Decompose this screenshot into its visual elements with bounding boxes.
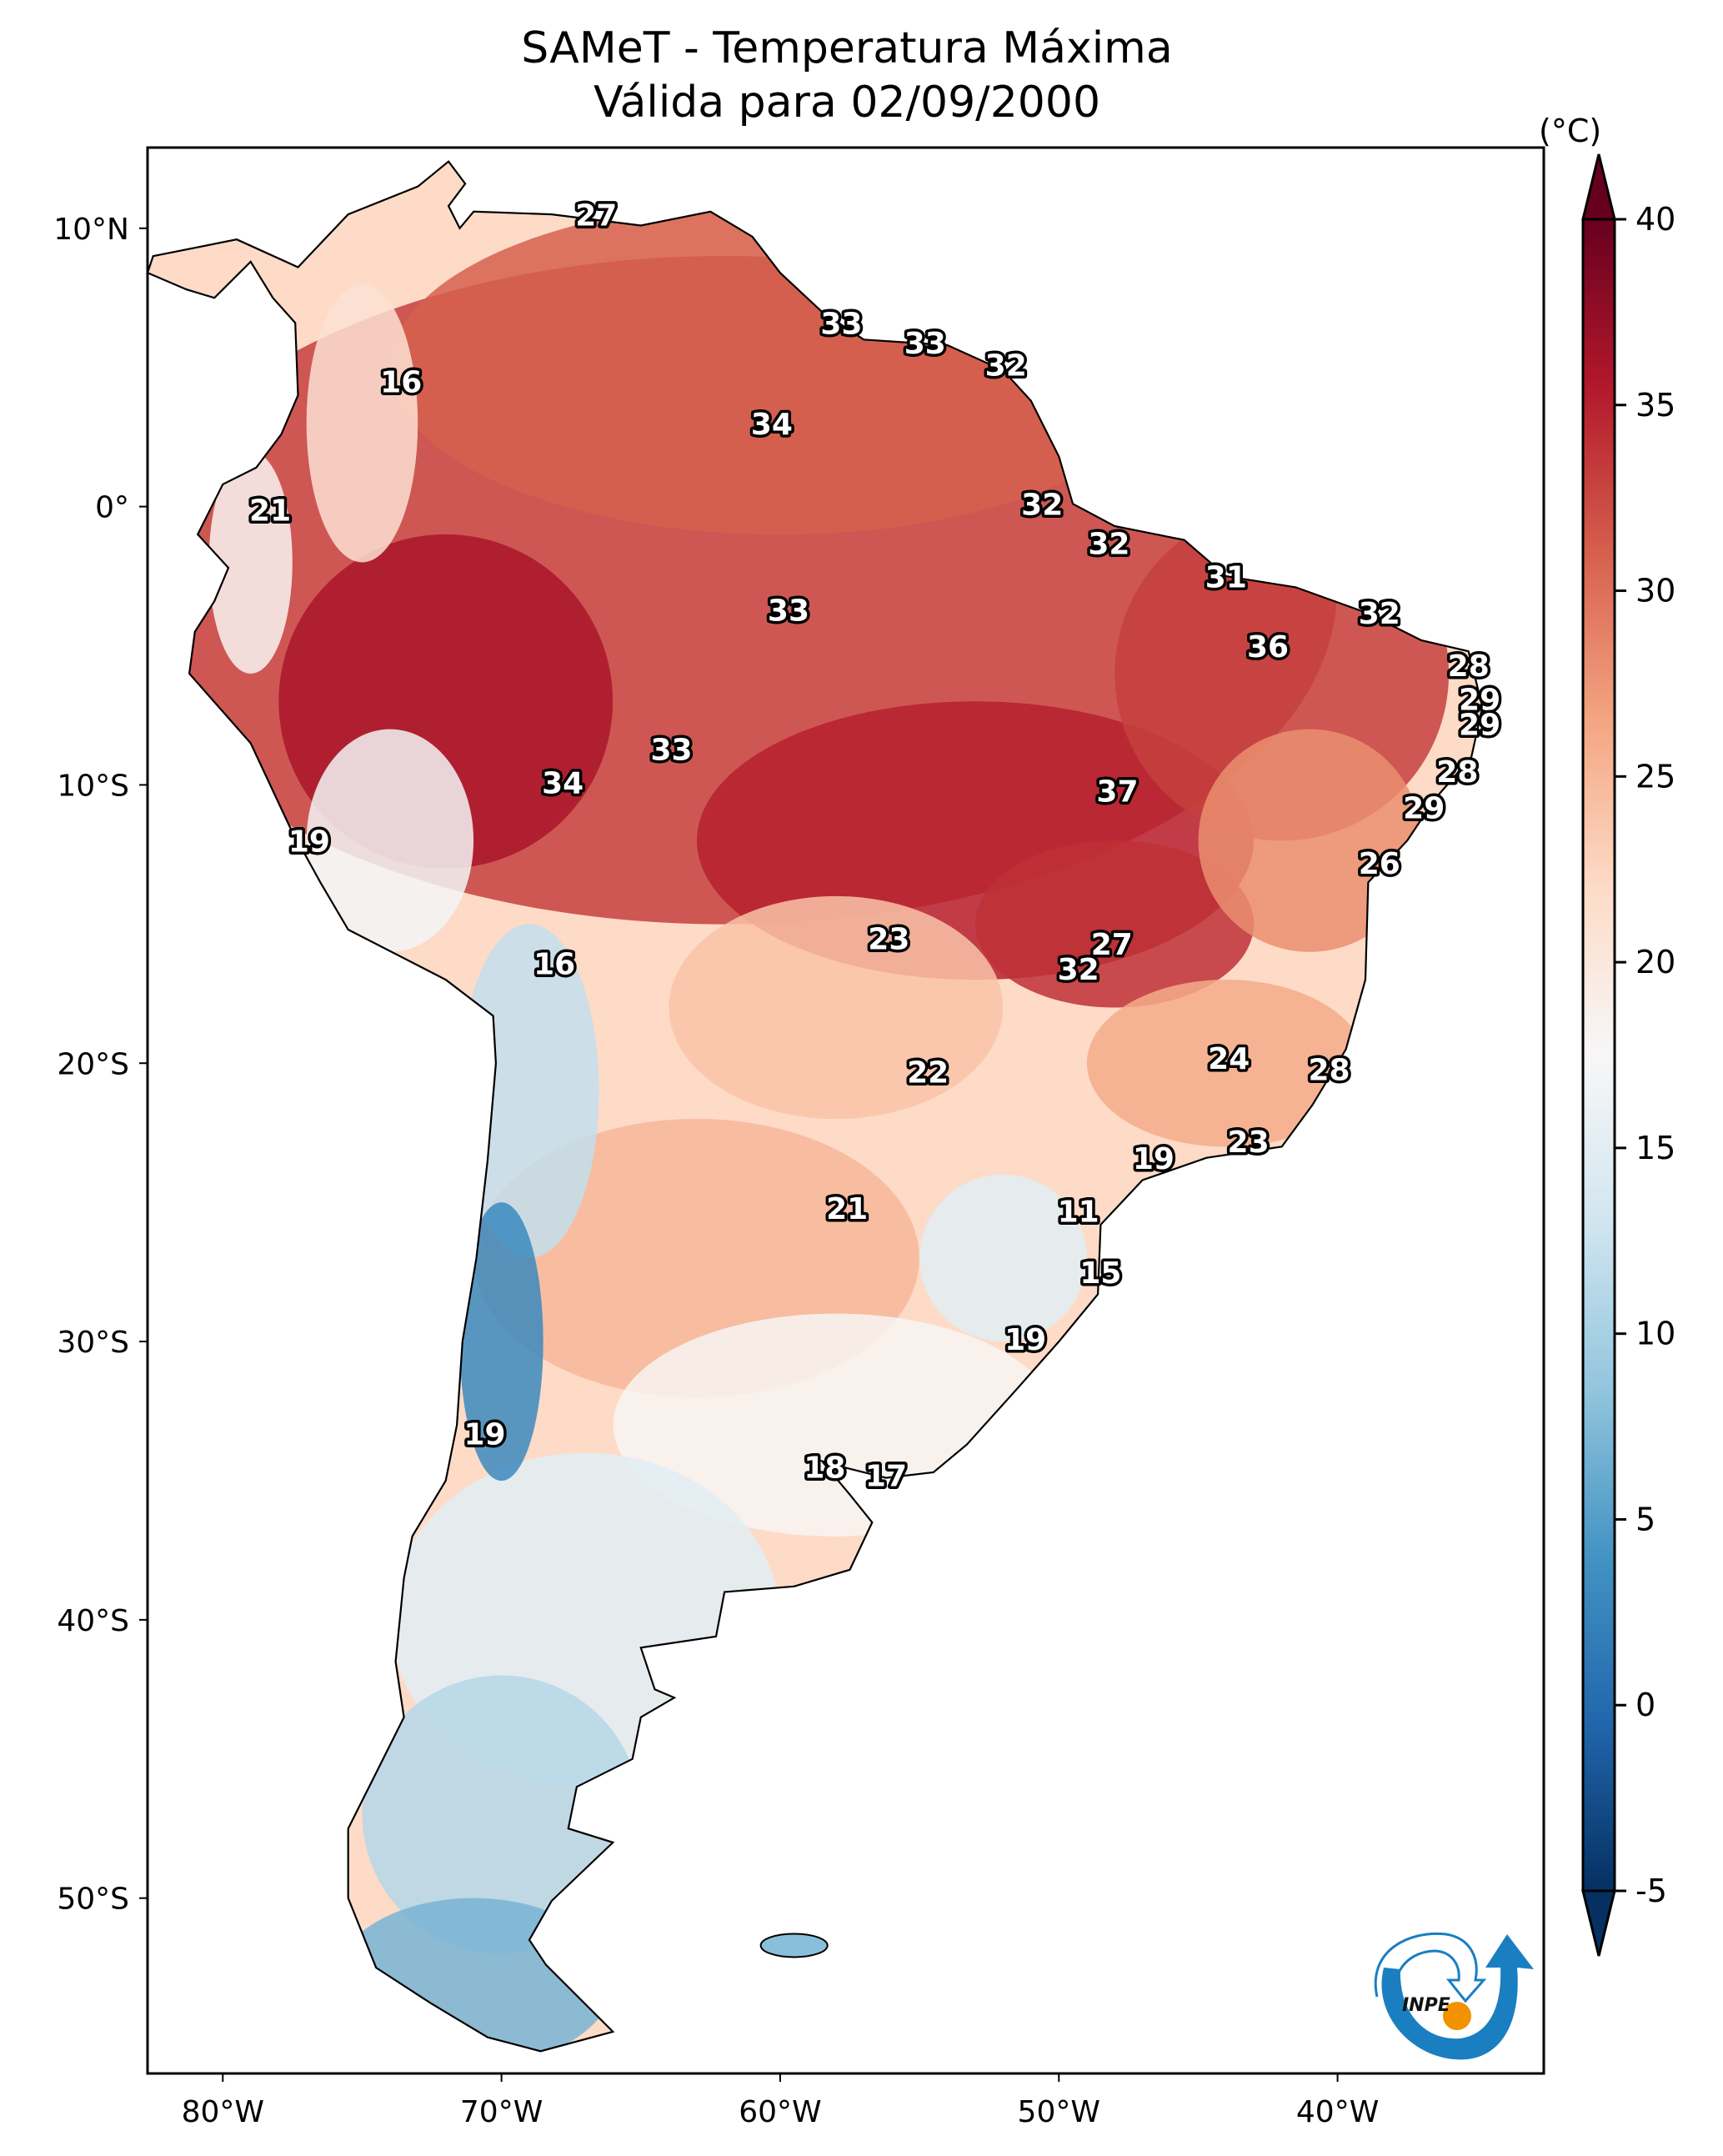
colorbar-tick-label: 15 <box>1635 1130 1675 1166</box>
station-value-label: 23 <box>868 922 909 956</box>
logo-sun-icon <box>1443 2002 1471 2030</box>
station-value-label: 27 <box>575 198 617 233</box>
station-value-label: 34 <box>751 408 793 442</box>
temperature-zone <box>975 840 1255 1008</box>
station-value-label: 33 <box>820 308 862 342</box>
station-value-label: 19 <box>288 825 330 860</box>
x-tick-label: 60°W <box>739 2095 821 2129</box>
station-value-label: 32 <box>1088 527 1129 561</box>
station-value-label: 32 <box>1058 953 1099 987</box>
station-value-label: 29 <box>1403 791 1445 825</box>
colorbar-tick-label: -5 <box>1635 1873 1667 1909</box>
station-value-label: 31 <box>1205 560 1247 594</box>
station-value-label: 19 <box>463 1418 505 1452</box>
station-value-label: 28 <box>1448 649 1490 684</box>
colorbar-bar <box>1581 218 1616 1893</box>
land-fill <box>148 161 1483 2052</box>
country-borders <box>148 160 1484 2053</box>
colorbar-extend-min <box>1581 1889 1616 1957</box>
station-value-label: 18 <box>804 1452 845 1486</box>
station-value-label: 19 <box>1133 1142 1175 1176</box>
station-value-label: 32 <box>985 349 1027 384</box>
x-tick-label: 40°W <box>1296 2095 1379 2129</box>
temperature-zone <box>669 895 1004 1120</box>
y-tick-label: 20°S <box>57 1047 129 1081</box>
colorbar-tick-label: 5 <box>1635 1501 1655 1537</box>
station-value-label: 28 <box>1436 755 1478 790</box>
station-value-label: 26 <box>1359 847 1400 881</box>
colorbar-tick-label: 40 <box>1635 201 1675 238</box>
station-value-label: 34 <box>542 766 584 800</box>
land-temperature-field <box>148 161 1483 2052</box>
logo-arrow-icon <box>1381 1934 1534 2060</box>
map-area <box>148 148 1544 2073</box>
station-value-label: 11 <box>1058 1196 1099 1230</box>
x-axis: 80°W 70°W 60°W 50°W 40°W <box>182 2073 1379 2129</box>
colorbar-tick-label: 10 <box>1635 1316 1675 1352</box>
station-value-label: 27 <box>1091 928 1133 962</box>
colorbar: -5 0 5 10 15 20 25 30 35 40 (°C) <box>1539 113 1675 1957</box>
temperature-zone <box>919 1174 1087 1342</box>
temperature-zone <box>1198 729 1421 952</box>
coastline <box>148 160 1484 2053</box>
station-value-label: 32 <box>1359 597 1400 631</box>
chart-subtitle: Válida para 02/09/2000 <box>594 78 1100 128</box>
y-tick-label: 10°S <box>57 769 129 803</box>
colorbar-ticks: -5 0 5 10 15 20 25 30 35 40 <box>1615 201 1675 1909</box>
temperature-zone <box>459 1202 543 1482</box>
station-value-label: 15 <box>1079 1256 1121 1291</box>
station-value-label: 33 <box>904 327 946 361</box>
station-value-label: 22 <box>907 1056 949 1091</box>
colorbar-tick-label: 30 <box>1635 573 1675 609</box>
station-value-label: 29 <box>1459 683 1500 717</box>
x-tick-label: 70°W <box>460 2095 543 2129</box>
temperature-zone <box>306 283 418 563</box>
station-value-label: 33 <box>650 733 692 767</box>
inpe-logo: INPE <box>1374 1932 1534 2060</box>
logo-loop-icon <box>1374 1932 1487 2003</box>
temperature-zone <box>1086 980 1365 1147</box>
station-value-label: 33 <box>768 594 809 628</box>
map-frame <box>146 146 1545 2075</box>
colorbar-tick-label: 35 <box>1635 387 1675 424</box>
temperature-zone <box>306 729 474 952</box>
x-tick-label: 80°W <box>182 2095 264 2129</box>
temperature-zone <box>459 924 599 1259</box>
y-tick-label: 10°N <box>53 213 129 247</box>
station-value-label: 19 <box>1004 1323 1046 1357</box>
station-value-label: 21 <box>249 494 291 528</box>
station-value-label: 32 <box>1021 489 1063 523</box>
station-value-label: 16 <box>380 366 422 400</box>
station-value-label: 28 <box>1309 1053 1350 1087</box>
y-axis: 10°N 0° 10°S 20°S 30°S 40°S 50°S <box>53 213 148 1917</box>
y-tick-label: 30°S <box>57 1326 129 1360</box>
station-value-label: 36 <box>1247 630 1289 664</box>
y-tick-label: 40°S <box>57 1604 129 1638</box>
colorbar-units: (°C) <box>1539 113 1601 149</box>
colorbar-extend-max <box>1581 153 1616 221</box>
station-value-label: 37 <box>1096 775 1138 809</box>
temperature-zone <box>208 450 293 674</box>
colorbar-tick-label: 0 <box>1635 1687 1655 1723</box>
station-value-label: 21 <box>826 1192 868 1226</box>
station-value-label: 29 <box>1459 708 1500 742</box>
station-value-label: 23 <box>1228 1126 1270 1160</box>
colorbar-tick-label: 25 <box>1635 758 1675 795</box>
x-tick-label: 50°W <box>1018 2095 1100 2129</box>
y-tick-label: 50°S <box>57 1883 129 1917</box>
station-value-label: 16 <box>533 947 575 981</box>
falkland-islands <box>759 1933 829 1958</box>
colorbar-tick-label: 20 <box>1635 944 1675 980</box>
station-value-label: 17 <box>865 1460 907 1494</box>
station-value-label: 24 <box>1208 1042 1250 1076</box>
logo-text: INPE <box>1402 1995 1450 2016</box>
y-tick-label: 0° <box>95 491 129 525</box>
chart-title: SAMeT - Temperatura Máxima <box>521 23 1172 73</box>
